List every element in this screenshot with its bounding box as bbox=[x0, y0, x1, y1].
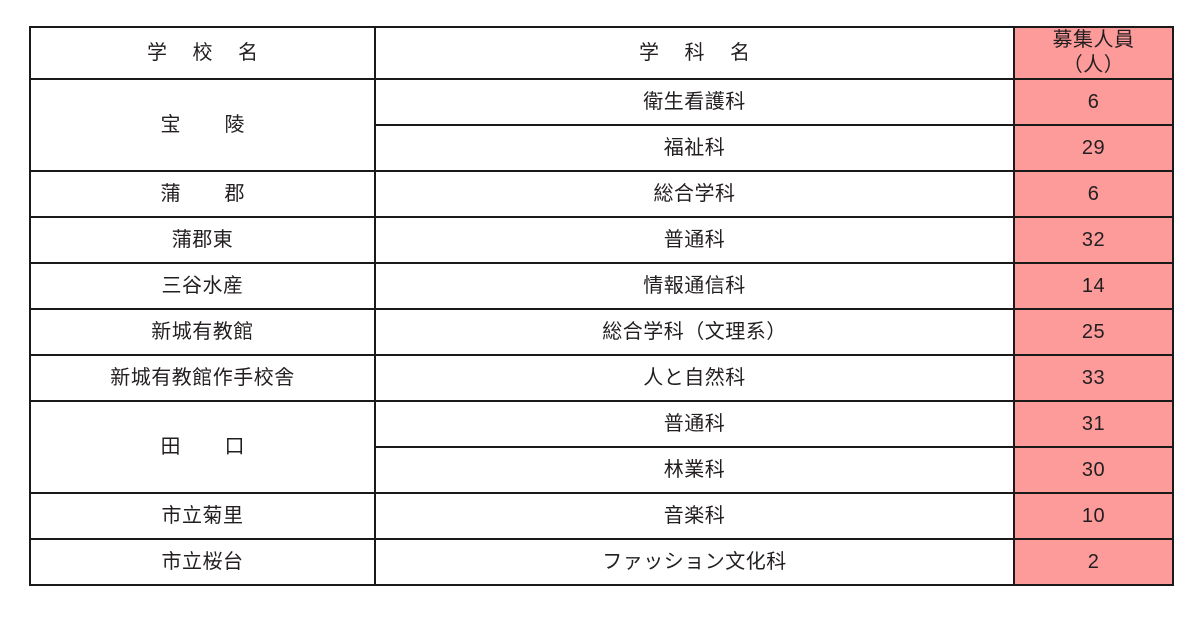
column-header-quota-line1: 募集人員 bbox=[1052, 29, 1135, 51]
cell-quota-value: 10 bbox=[1013, 492, 1174, 540]
cell-school-name: 蒲郡東 bbox=[29, 216, 376, 264]
table-row: 林業科 30 bbox=[30, 446, 1174, 494]
cell-department-name: 人と自然科 bbox=[374, 354, 1015, 402]
table-row: 市立桜台 ファッション文化科 2 bbox=[29, 538, 1174, 586]
table-row: 新城有教館作手校舎 人と自然科 33 bbox=[29, 354, 1174, 402]
cell-department-name: 林業科 bbox=[374, 446, 1015, 494]
column-header-quota-line2: （人） bbox=[1062, 54, 1125, 76]
cell-department-name: 普通科 bbox=[374, 400, 1015, 448]
cell-department-name: 音楽科 bbox=[374, 492, 1015, 540]
cell-department-name: 総合学科 bbox=[374, 170, 1015, 218]
recruitment-quota-table: 学 校 名学 科 名募集人員 （人）宝 陵衛生看護科 6 福祉科 29 蒲 郡総合学科 6 蒲… bbox=[29, 26, 1174, 586]
cell-school-name: 市立菊里 bbox=[29, 492, 376, 540]
column-header-department: 学 科 名 bbox=[374, 26, 1015, 80]
table-body: 学 校 名学 科 名募集人員 （人）宝 陵衛生看護科 6 福祉科 29 蒲 郡総合学科 6 蒲… bbox=[29, 26, 1174, 586]
cell-department-name: ファッション文化科 bbox=[374, 538, 1015, 586]
column-header-quota: 募集人員 （人） bbox=[1013, 26, 1174, 80]
table-header-row: 学 校 名学 科 名 募集人員 （人） bbox=[29, 26, 1174, 80]
cell-quota-value: 32 bbox=[1013, 216, 1174, 264]
cell-school-name: 三谷水産 bbox=[29, 262, 376, 310]
table-row: 田 口普通科 31 bbox=[29, 400, 1174, 494]
table-row: 宝 陵衛生看護科 6 bbox=[29, 78, 1174, 172]
cell-quota-value: 25 bbox=[1013, 308, 1174, 356]
cell-quota-value: 14 bbox=[1013, 262, 1174, 310]
cell-quota-value: 33 bbox=[1013, 354, 1174, 402]
cell-quota-value: 2 bbox=[1013, 538, 1174, 586]
cell-school-name: 新城有教館 bbox=[29, 308, 376, 356]
cell-department-name: 衛生看護科 bbox=[374, 78, 1015, 126]
cell-school-name: 宝 陵 bbox=[29, 78, 376, 172]
cell-school-name: 田 口 bbox=[29, 400, 376, 494]
table-row: 蒲郡東 普通科 32 bbox=[29, 216, 1174, 264]
column-header-school: 学 校 名 bbox=[29, 26, 376, 80]
cell-quota-value: 29 bbox=[1013, 124, 1174, 172]
cell-department-name: 総合学科（文理系） bbox=[374, 308, 1015, 356]
cell-school-name: 新城有教館作手校舎 bbox=[29, 354, 376, 402]
cell-quota-value: 31 bbox=[1013, 400, 1174, 448]
cell-department-name: 福祉科 bbox=[374, 124, 1015, 172]
cell-quota-value: 6 bbox=[1013, 78, 1174, 126]
cell-quota-value: 6 bbox=[1013, 170, 1174, 218]
table-row: 福祉科 29 bbox=[30, 124, 1174, 172]
table-row: 新城有教館 総合学科（文理系） 25 bbox=[29, 308, 1174, 356]
cell-quota-value: 30 bbox=[1013, 446, 1174, 494]
cell-school-name: 市立桜台 bbox=[29, 538, 376, 586]
cell-department-name: 普通科 bbox=[374, 216, 1015, 264]
table-row: 市立菊里 音楽科 10 bbox=[29, 492, 1174, 540]
table-row: 蒲 郡総合学科 6 bbox=[29, 170, 1174, 218]
cell-department-name: 情報通信科 bbox=[374, 262, 1015, 310]
table-row: 三谷水産 情報通信科 14 bbox=[29, 262, 1174, 310]
cell-school-name: 蒲 郡 bbox=[29, 170, 376, 218]
